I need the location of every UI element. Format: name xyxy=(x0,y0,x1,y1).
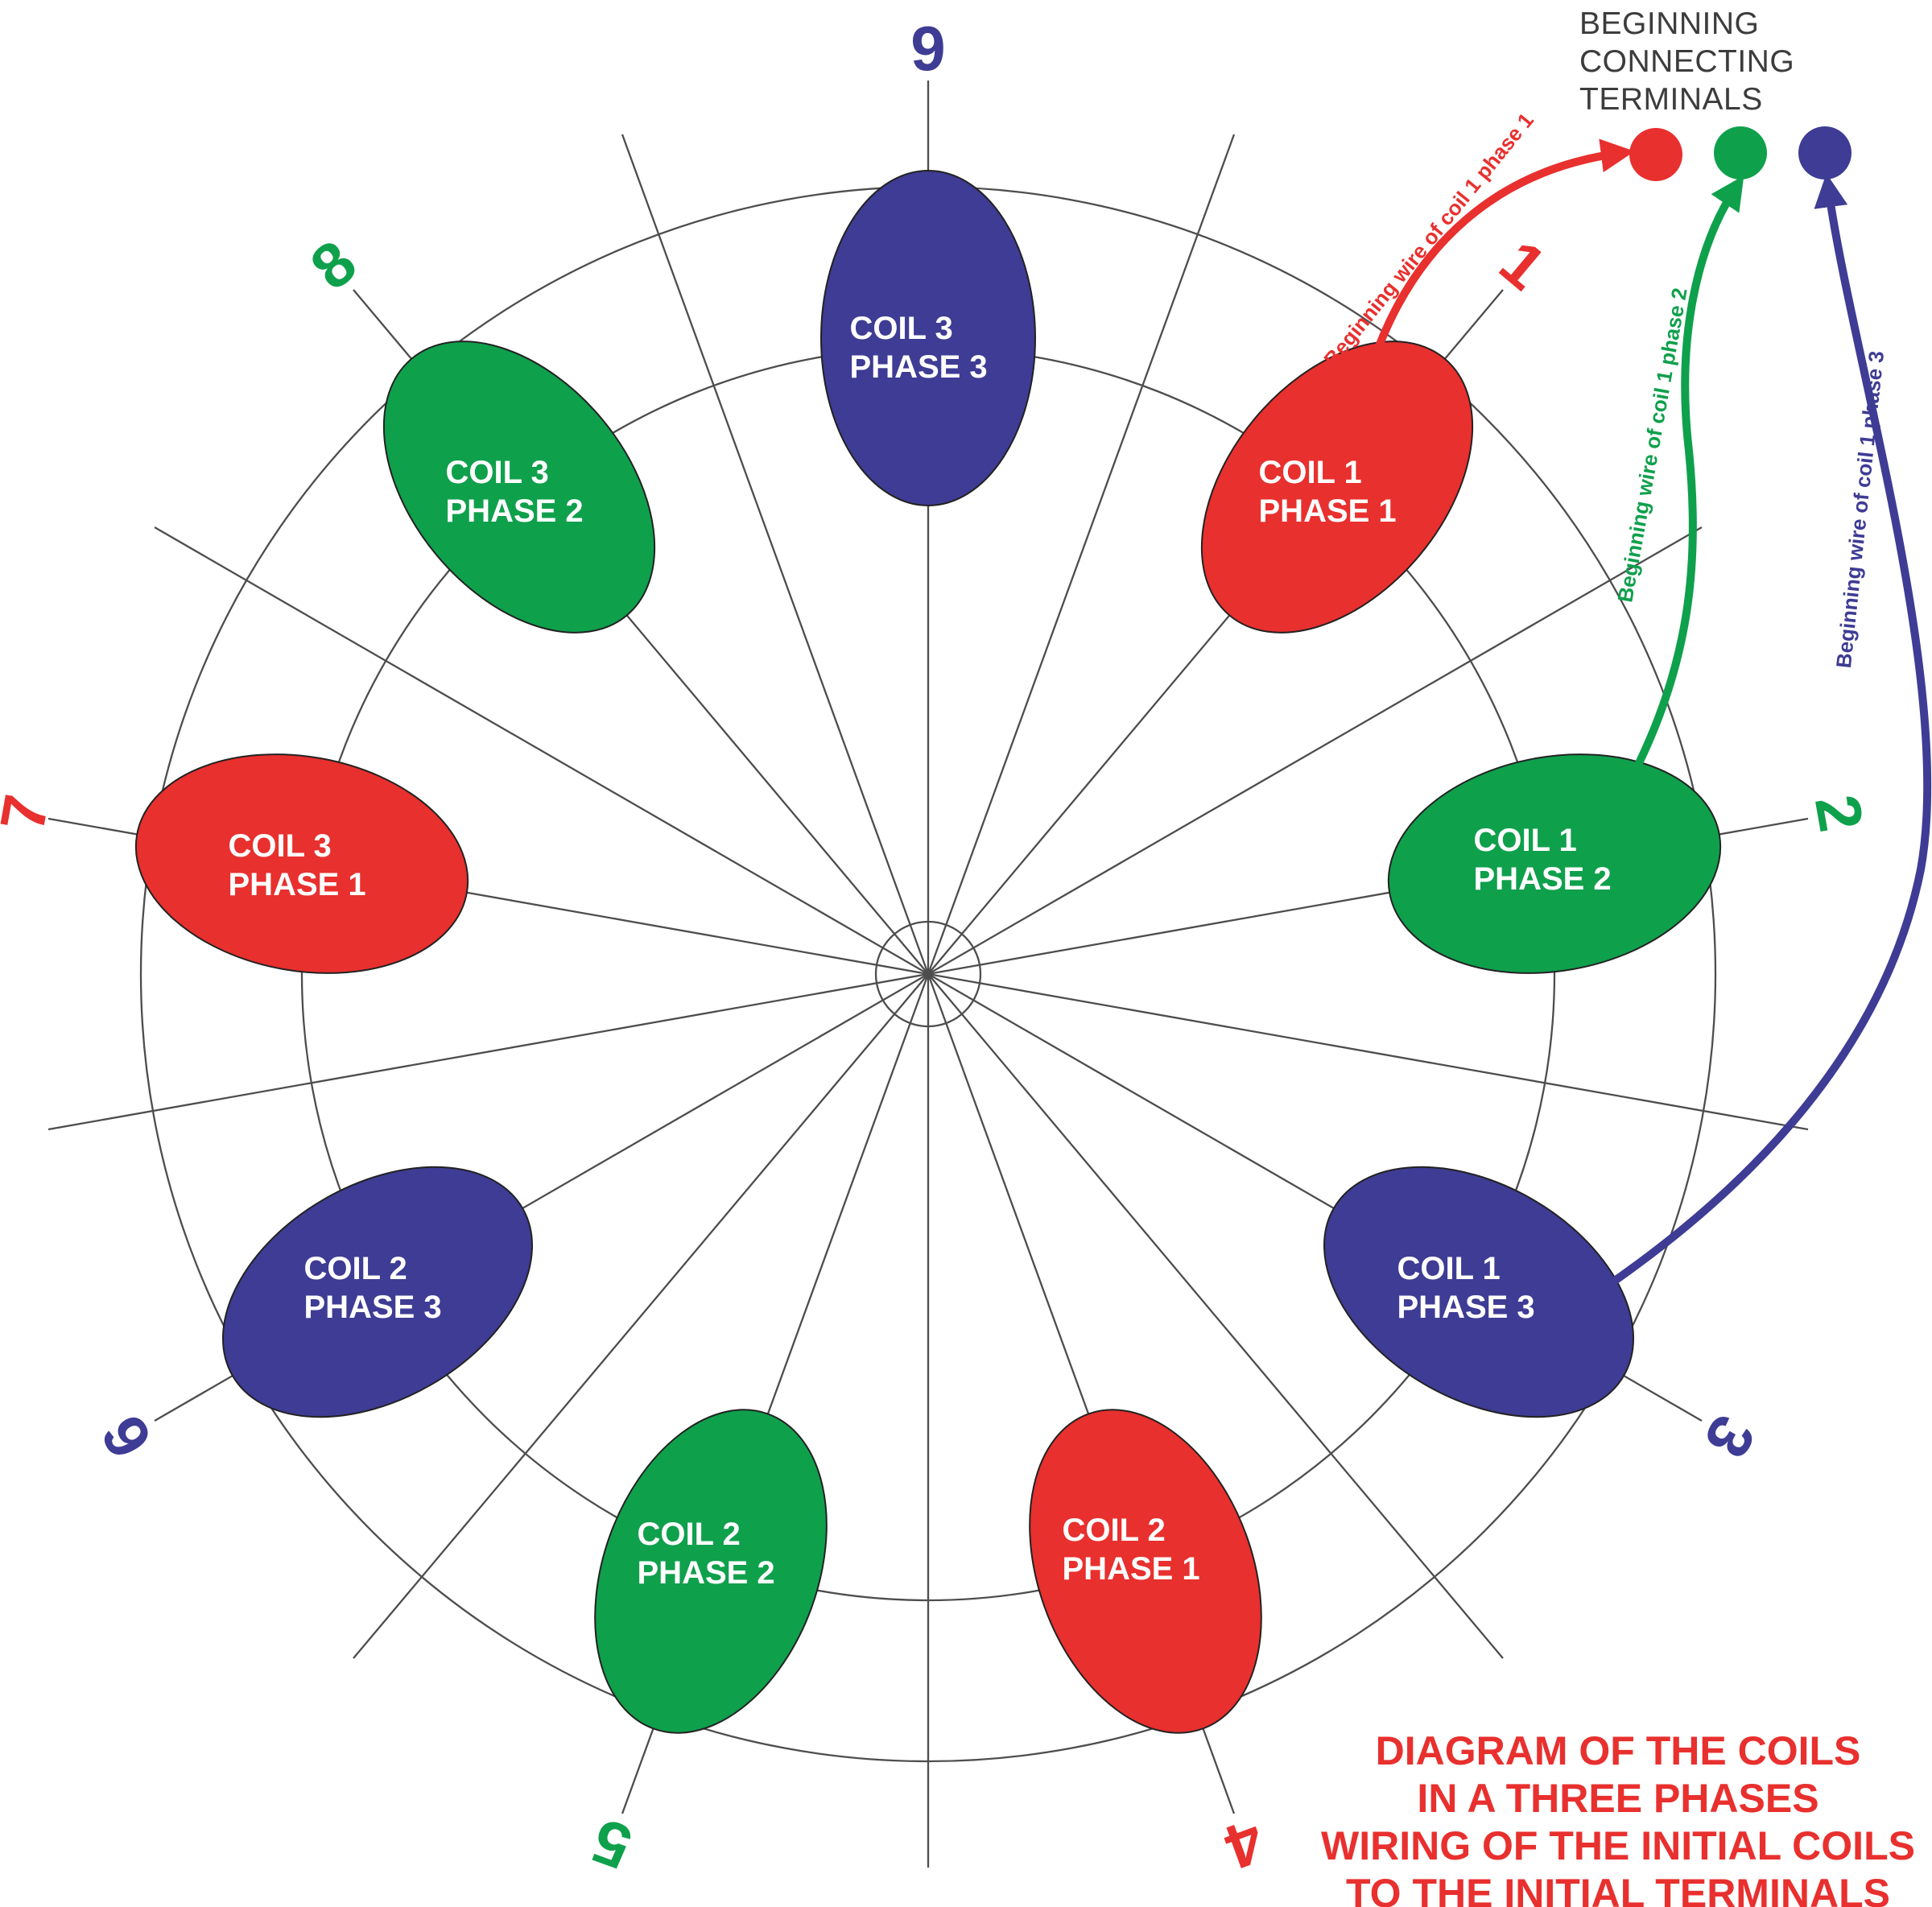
coil-label-line2: PHASE 3 xyxy=(849,349,988,385)
coil-ellipse-coil1-phase3 xyxy=(1323,1166,1635,1418)
coil-ellipse-coil3-phase1 xyxy=(134,753,469,974)
coil-label-line2: PHASE 2 xyxy=(445,493,584,529)
connecting-terminals xyxy=(1629,126,1852,181)
coil-ellipse-coil2-phase2 xyxy=(594,1409,828,1734)
coil-ellipse-coil2-phase1 xyxy=(1029,1409,1262,1734)
terminals-heading-line1: BEGINNING xyxy=(1579,6,1760,41)
terminals-heading: BEGINNING CONNECTING TERMINALS xyxy=(1579,5,1794,118)
wire-phase1 xyxy=(1368,138,1635,368)
terminal-dot-phase2 xyxy=(1714,126,1767,180)
coil-ellipse-coil3-phase3 xyxy=(820,170,1036,506)
coil-label-line2: PHASE 1 xyxy=(1258,493,1397,529)
coil-label-coil2-phase2: COIL 2 PHASE 2 xyxy=(638,1515,795,1592)
coil-label-coil1-phase1: COIL 1 PHASE 1 xyxy=(1259,453,1416,530)
coil-label-line1: COIL 3 xyxy=(445,455,549,490)
coil-label-line2: PHASE 1 xyxy=(1062,1551,1200,1587)
coil-label-line1: COIL 2 xyxy=(637,1517,741,1552)
coil-label-coil3-phase1: COIL 3 PHASE 1 xyxy=(229,827,386,904)
hub-circle xyxy=(874,920,982,1028)
wire-phase2 xyxy=(1634,175,1744,769)
coil-label-line1: COIL 2 xyxy=(1062,1513,1166,1548)
terminals-heading-line3: TERMINALS xyxy=(1579,82,1763,117)
coil-ellipse-coil1-phase1 xyxy=(1200,341,1474,634)
coil-label-coil2-phase3: COIL 2 PHASE 3 xyxy=(304,1249,461,1327)
diagram-title-line4: TO THE INITIAL TERMINALS xyxy=(1346,1871,1890,1907)
diagram-title-line1: DIAGRAM OF THE COILS xyxy=(1375,1728,1861,1773)
coil-label-line1: COIL 1 xyxy=(1397,1251,1501,1286)
coil-label-line2: PHASE 2 xyxy=(1473,861,1612,897)
coil-label-line2: PHASE 2 xyxy=(637,1555,775,1591)
terminals-heading-line2: CONNECTING xyxy=(1579,44,1795,79)
diagram-title: DIAGRAM OF THE COILS IN A THREE PHASES W… xyxy=(1304,1727,1932,1907)
coil-ellipse-coil1-phase2 xyxy=(1387,753,1722,974)
coil-label-coil3-phase3: COIL 3 PHASE 3 xyxy=(850,309,1007,386)
beginning-wires xyxy=(1368,138,1932,1294)
coil-label-coil2-phase1: COIL 2 PHASE 1 xyxy=(1063,1511,1220,1588)
slot-number-9: 9 xyxy=(910,13,946,84)
coil-label-line1: COIL 1 xyxy=(1473,823,1577,858)
coil-ellipse-coil3-phase2 xyxy=(382,341,656,634)
coil-label-line1: COIL 2 xyxy=(303,1251,407,1286)
coil-label-line1: COIL 3 xyxy=(228,828,332,864)
coil-label-line1: COIL 1 xyxy=(1258,455,1362,490)
coil-label-line2: PHASE 3 xyxy=(303,1290,442,1325)
diagram-title-line3: WIRING OF THE INITIAL COILS xyxy=(1321,1823,1915,1868)
coil-label-coil1-phase3: COIL 1 PHASE 3 xyxy=(1397,1249,1554,1327)
coil-label-coil3-phase2: COIL 3 PHASE 2 xyxy=(446,453,603,530)
wire-phase3 xyxy=(1598,173,1932,1294)
terminal-dot-phase3 xyxy=(1798,126,1852,180)
coil-label-coil1-phase2: COIL 1 PHASE 2 xyxy=(1474,821,1631,898)
coil-ellipses xyxy=(134,170,1722,1734)
coil-label-line1: COIL 3 xyxy=(849,311,953,346)
coil-label-line2: PHASE 1 xyxy=(228,867,366,902)
coil-ellipse-coil2-phase3 xyxy=(221,1166,534,1418)
coil-label-line2: PHASE 3 xyxy=(1397,1290,1535,1325)
diagram-title-line2: IN A THREE PHASES xyxy=(1417,1776,1819,1821)
terminal-dot-phase1 xyxy=(1629,128,1682,181)
